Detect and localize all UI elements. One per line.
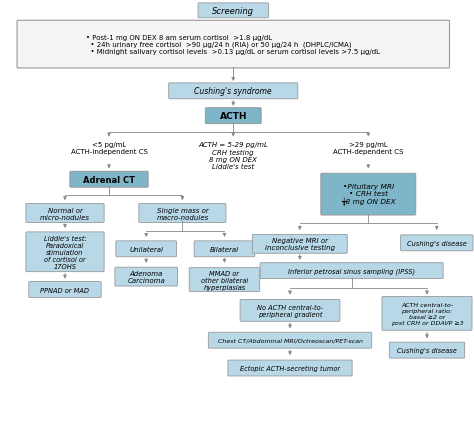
Text: Cushing's disease: Cushing's disease [397,347,457,353]
Text: <5 pg/mL
ACTH-independent CS: <5 pg/mL ACTH-independent CS [71,142,147,155]
FancyBboxPatch shape [382,297,472,331]
Text: Inferior petrosal sinus sampling (IPSS): Inferior petrosal sinus sampling (IPSS) [288,268,415,274]
FancyBboxPatch shape [17,21,449,69]
Text: Negative MRI or
inconclusive testing: Negative MRI or inconclusive testing [265,238,335,251]
FancyBboxPatch shape [115,267,177,286]
FancyBboxPatch shape [189,268,260,292]
Text: Cushing's syndrome: Cushing's syndrome [194,87,272,96]
Text: Adrenal CT: Adrenal CT [83,175,135,184]
FancyBboxPatch shape [116,241,176,257]
Text: ACTH: ACTH [219,112,247,121]
FancyBboxPatch shape [260,263,443,279]
Text: Adenoma
Carcinoma: Adenoma Carcinoma [128,270,165,283]
FancyBboxPatch shape [26,232,104,272]
Text: •Pituitary MRI
• CRH test
╈8 mg ON DEX: •Pituitary MRI • CRH test ╈8 mg ON DEX [341,184,396,206]
Text: Ectopic ACTH-secreting tumor: Ectopic ACTH-secreting tumor [240,365,340,371]
FancyBboxPatch shape [228,360,352,376]
FancyBboxPatch shape [252,235,347,254]
FancyBboxPatch shape [389,342,465,358]
FancyBboxPatch shape [194,241,255,257]
FancyBboxPatch shape [205,108,261,124]
Text: Screening: Screening [212,7,254,16]
Text: ACTH central-to-
peripheral ratio:
basal ≥2 or
post CRH or DDAVP ≥3: ACTH central-to- peripheral ratio: basal… [391,302,463,325]
Text: Bilateral: Bilateral [210,246,239,252]
Text: MMAD or
other bilateral
hyperplasias: MMAD or other bilateral hyperplasias [201,270,248,290]
Text: PPNAD or MAD: PPNAD or MAD [40,287,90,293]
FancyBboxPatch shape [26,204,104,223]
FancyBboxPatch shape [401,235,473,251]
Text: Unilateral: Unilateral [129,246,163,252]
Text: Liddle's test:
Paradoxical
stimulation
of cortisol or
17OHS: Liddle's test: Paradoxical stimulation o… [44,235,86,269]
Text: >29 pg/mL
ACTH-dependent CS: >29 pg/mL ACTH-dependent CS [333,142,403,155]
FancyBboxPatch shape [169,84,298,99]
Text: • Post-1 mg ON DEX 8 am serum cortisol  >1.8 μg/dL
  • 24h urinary free cortisol: • Post-1 mg ON DEX 8 am serum cortisol >… [86,35,380,55]
Text: Single mass or
macro-nodules: Single mass or macro-nodules [156,207,209,220]
FancyBboxPatch shape [198,4,268,19]
FancyBboxPatch shape [208,332,372,349]
FancyBboxPatch shape [70,172,148,188]
FancyBboxPatch shape [29,282,101,298]
FancyBboxPatch shape [321,174,416,216]
Text: No ACTH central-to-
peripheral gradient: No ACTH central-to- peripheral gradient [257,304,323,317]
Text: Chest CT/Abdominal MRI/Octreoscan/PET-scan: Chest CT/Abdominal MRI/Octreoscan/PET-sc… [218,338,363,343]
Text: ACTH = 5-29 pg/mL
CRH testing
8 mg ON DEX
Liddle's test: ACTH = 5-29 pg/mL CRH testing 8 mg ON DE… [198,142,268,169]
Text: Cushing's disease: Cushing's disease [407,240,467,246]
FancyBboxPatch shape [139,204,226,223]
FancyBboxPatch shape [240,300,340,322]
Text: Normal or
micro-nodules: Normal or micro-nodules [40,207,90,220]
